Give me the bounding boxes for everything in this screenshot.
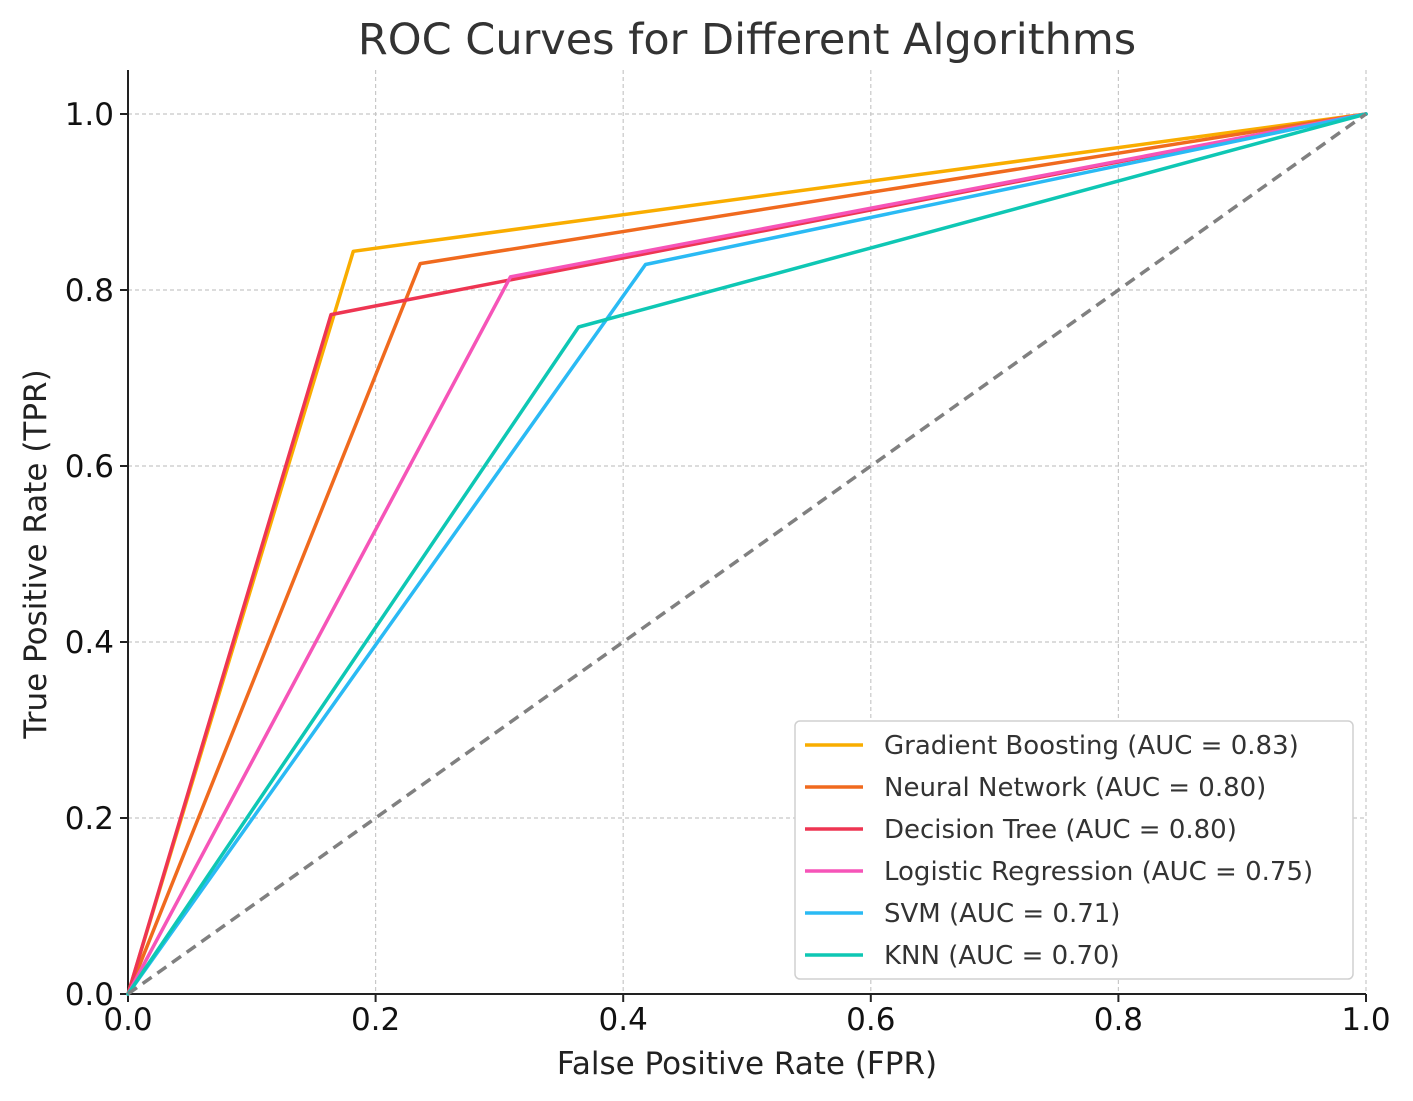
- x-tick-label: 0.4: [599, 1002, 648, 1038]
- x-axis-title: False Positive Rate (FPR): [557, 1046, 937, 1082]
- legend: Gradient Boosting (AUC = 0.83) Neural Net…: [794, 720, 1354, 980]
- y-tick-label: 1.0: [65, 97, 114, 133]
- random-reference-line: [126, 112, 1368, 996]
- legend-label: KNN (AUC = 0.70): [884, 941, 1120, 971]
- y-tick-label: 0.0: [65, 977, 114, 1013]
- roc-line-1: [126, 112, 1368, 996]
- y-tick-label: 0.8: [65, 273, 114, 309]
- y-tick-label: 0.4: [65, 625, 114, 661]
- legend-label: Logistic Regression (AUC = 0.75): [884, 857, 1313, 887]
- legend-box: [794, 720, 1354, 980]
- x-tick-label: 0.8: [1094, 1002, 1143, 1038]
- axes: [120, 70, 1367, 1002]
- y-axis-title: True Positive Rate (TPR): [18, 369, 54, 739]
- roc-line-3: [126, 112, 1368, 996]
- roc-line-5: [126, 112, 1368, 996]
- x-tick-label: 1.0: [1341, 1002, 1390, 1038]
- legend-label: Neural Network (AUC = 0.80): [884, 773, 1266, 803]
- x-tick-label: 0.0: [103, 1002, 152, 1038]
- roc-line-4: [126, 112, 1368, 996]
- legend-label: SVM (AUC = 0.71): [884, 899, 1120, 929]
- x-tick-label: 0.2: [351, 1002, 400, 1038]
- legend-label: Decision Tree (AUC = 0.80): [884, 815, 1237, 845]
- series-lines: [126, 112, 1368, 996]
- tick-labels: 0.0 0.2 0.4 0.6 0.8 1.0 0.0 0.2 0.4 0.6 0.8 1.0: [65, 97, 1391, 1038]
- chart-title: ROC Curves for Different Algorithms: [358, 15, 1136, 65]
- y-tick-label: 0.6: [65, 449, 114, 485]
- legend-label: Gradient Boosting (AUC = 0.83): [884, 731, 1299, 761]
- y-tick-label: 0.2: [65, 801, 114, 837]
- x-tick-label: 0.6: [846, 1002, 895, 1038]
